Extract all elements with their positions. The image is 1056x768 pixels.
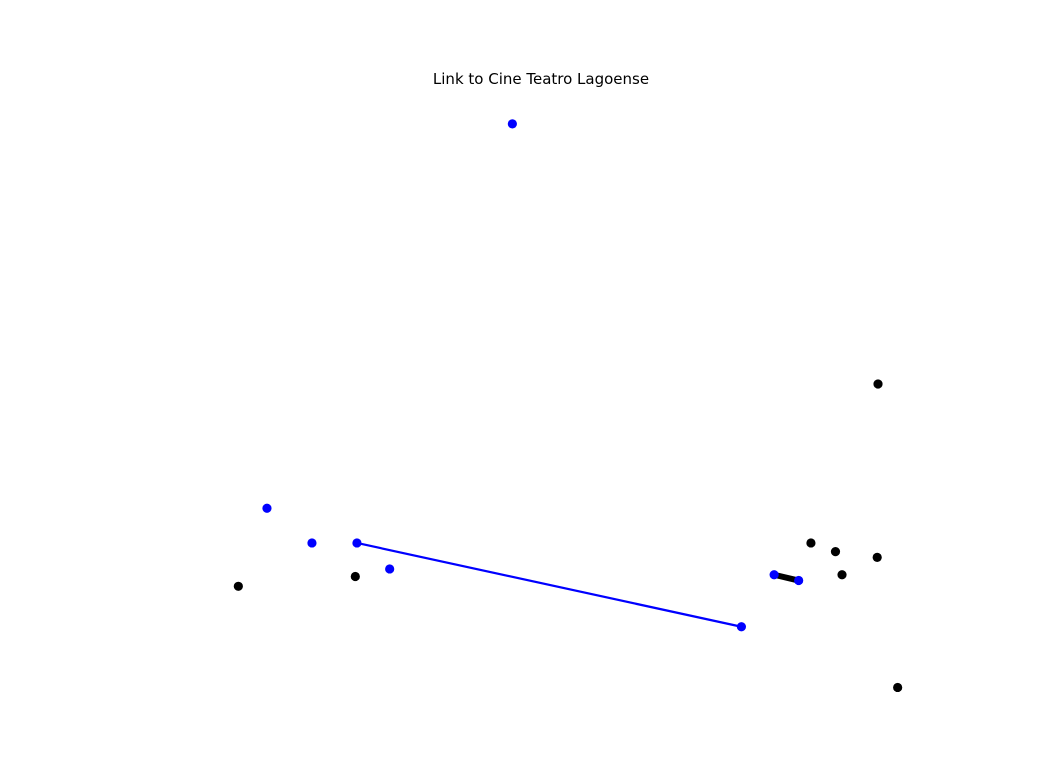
points-layer xyxy=(233,119,903,693)
scatter-point-10 xyxy=(350,571,360,582)
scatter-point-1 xyxy=(507,119,517,129)
scatter-point-5 xyxy=(385,564,395,574)
scatter-point-8 xyxy=(794,575,804,586)
scatter-point-2 xyxy=(262,503,272,513)
scatter-point-12 xyxy=(830,547,841,557)
scatter-point-4 xyxy=(352,538,362,548)
link-line-1 xyxy=(356,541,742,628)
scatter-point-14 xyxy=(872,552,882,563)
scatter-point-11 xyxy=(806,538,816,548)
scatter-point-13 xyxy=(873,379,883,389)
scatter-point-6 xyxy=(736,622,747,632)
chart-title: Link to Cine Teatro Lagoense xyxy=(433,70,649,88)
scatter-point-3 xyxy=(307,538,317,548)
scatter-point-15 xyxy=(837,570,847,580)
scatter-point-9 xyxy=(233,581,243,591)
scatter-point-7 xyxy=(769,570,779,580)
scatter-point-16 xyxy=(893,682,903,693)
